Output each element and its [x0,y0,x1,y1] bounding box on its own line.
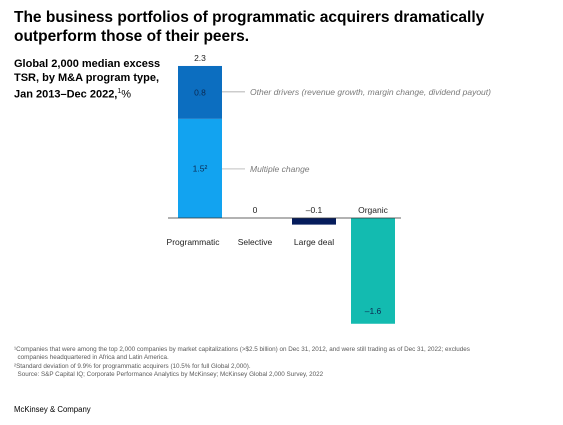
segment-label-other-drivers: 0.8 [194,87,206,97]
value-label-programmatic: 2.3 [194,53,206,63]
footnote-1-continued: companies headquartered in Africa and La… [14,354,169,362]
bar-large-deal [292,218,336,225]
excess-tsr-bar-chart: 1.5² 0.8 2.3 0 –0.1 –1.6 Programmatic Selective… [167,53,491,324]
footnote-1: ¹Companies that were among the top 2,000… [14,346,470,353]
category-label-large-deal: Large deal [294,237,334,247]
subtitle-unit: % [121,88,132,101]
subtitle-text: Global 2,000 median excess TSR, by M&A p… [14,58,161,101]
brand-wordmark: McKinsey & Company [14,405,91,414]
chart-subtitle: Global 2,000 median excess TSR, by M&A p… [14,58,164,102]
bar-segment-multiple-change [178,118,222,218]
segment-label-multiple-change: 1.5² [193,163,208,173]
category-label-organic: Organic [358,205,389,215]
value-label-large-deal: –0.1 [306,205,323,215]
subtitle-footnote-mark: 1 [117,88,122,95]
footnote-2: ²Standard deviation of 9.9% for programm… [14,362,251,370]
category-label-programmatic: Programmatic [167,237,221,247]
source-note: Source: S&P Capital IQ; Corporate Perfor… [14,370,324,378]
footnotes: ¹Companies that were among the top 2,000… [14,346,554,379]
value-label-organic: –1.6 [365,306,382,316]
chart-title: The business portfolios of programmatic … [14,9,485,45]
bar-organic [351,218,395,324]
bar-segment-other-drivers [178,65,222,119]
category-label-selective: Selective [238,237,273,247]
annotation-multiple-change: Multiple change [250,164,310,174]
value-label-selective: 0 [253,205,258,215]
annotation-other-drivers: Other drivers (revenue growth, margin ch… [250,87,491,97]
